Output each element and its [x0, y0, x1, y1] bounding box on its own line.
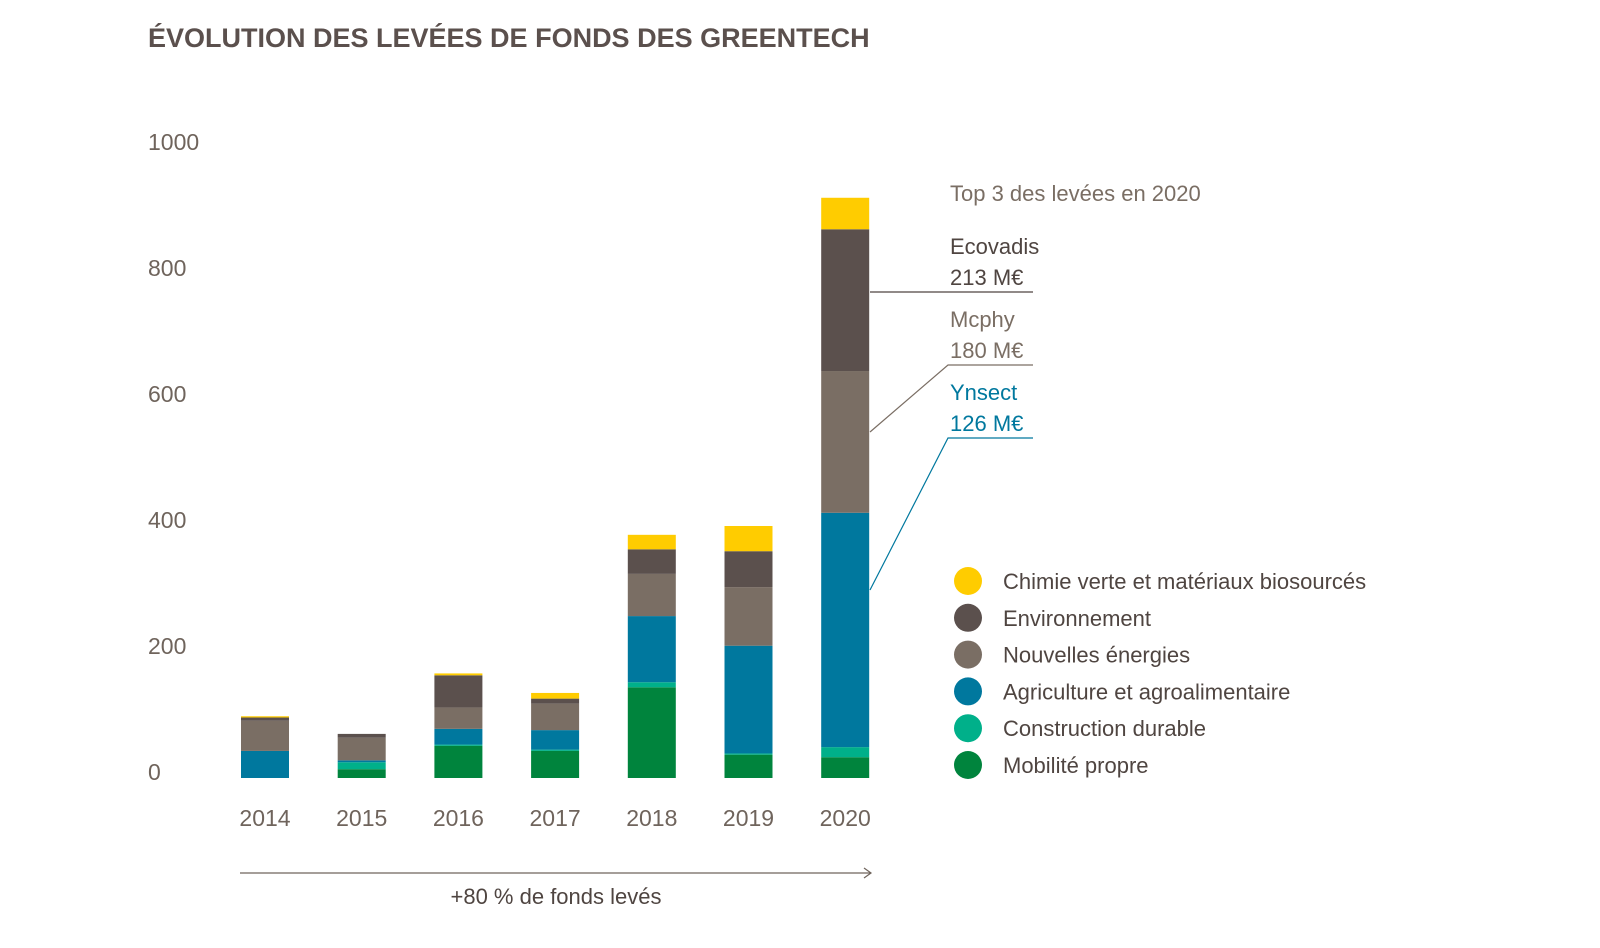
legend-label: Nouvelles énergies — [1003, 643, 1190, 668]
bar-stack-2014 — [241, 716, 289, 778]
legend-swatch — [954, 640, 982, 669]
bar-segment — [724, 645, 773, 754]
y-axis: 0 200 400 600 800 1000 — [148, 129, 199, 785]
bar-segment — [627, 687, 676, 778]
bar-segment — [627, 573, 676, 617]
bar-segment — [241, 717, 289, 721]
y-tick-label: 600 — [148, 381, 186, 407]
bar-segment — [337, 737, 386, 761]
legend-label: Environnement — [1003, 606, 1151, 631]
bar-stack-2016 — [434, 673, 483, 778]
bar-segment — [531, 749, 580, 751]
bar-segment — [434, 728, 483, 745]
bar-segment — [724, 587, 773, 646]
x-tick-label: 2015 — [336, 805, 387, 831]
bar-stack-2017 — [531, 692, 580, 778]
bar-segment — [531, 692, 580, 699]
bar-segment — [337, 769, 386, 778]
bar-segment — [434, 745, 483, 778]
x-tick-label: 2018 — [626, 805, 677, 831]
growth-arrow: +80 % de fonds levés — [240, 867, 873, 909]
top3-annotations: Top 3 des levées en 2020 Ecovadis 213 M€… — [869, 181, 1201, 591]
bar-segment — [724, 526, 773, 552]
y-tick-label: 1000 — [148, 129, 199, 155]
x-tick-label: 2017 — [530, 805, 581, 831]
x-tick-label: 2020 — [820, 805, 871, 831]
y-tick-label: 0 — [148, 759, 161, 785]
bar-segment — [434, 707, 483, 729]
bar-segment — [627, 616, 676, 683]
x-axis: 2014 2015 2016 2017 2018 2019 2020 — [239, 805, 870, 831]
legend-swatch — [954, 603, 982, 632]
annotation-ynsect-amount: 126 M€ — [950, 411, 1023, 436]
legend-swatch — [954, 567, 982, 595]
y-tick-label: 200 — [148, 633, 186, 659]
y-tick-label: 400 — [148, 507, 186, 533]
annotation-mcphy-amount: 180 M€ — [950, 338, 1023, 363]
bar-segment — [821, 747, 870, 758]
bar-segment — [241, 750, 289, 778]
bar-segment — [724, 551, 773, 588]
annotation-mcphy-name: Mcphy — [950, 307, 1015, 332]
x-tick-label: 2014 — [239, 805, 290, 831]
bar-stack-2015 — [337, 733, 386, 778]
bar-segment — [627, 549, 676, 574]
bar-segment — [821, 229, 870, 372]
bar-segment — [337, 762, 386, 770]
annotation-ecovadis-name: Ecovadis — [950, 234, 1039, 259]
legend: Chimie verte et matériaux biosourcés Envi… — [954, 567, 1366, 779]
legend-swatch — [954, 751, 982, 779]
annotation-heading: Top 3 des levées en 2020 — [950, 181, 1201, 206]
bars — [241, 197, 870, 778]
bar-segment — [821, 512, 870, 748]
bar-segment — [531, 703, 580, 731]
annotation-ynsect-leader — [869, 437, 1033, 591]
bar-segment — [434, 675, 483, 708]
bar-segment — [531, 750, 580, 778]
bar-segment — [627, 534, 676, 550]
bar-segment — [627, 682, 676, 688]
bar-segment — [434, 673, 483, 676]
annotation-ynsect-name: Ynsect — [950, 380, 1017, 405]
annotation-mcphy-leader — [869, 364, 1033, 433]
bar-stack-2019 — [724, 526, 773, 778]
legend-label: Chimie verte et matériaux biosourcés — [1003, 569, 1366, 594]
bar-segment — [821, 757, 870, 778]
y-tick-label: 800 — [148, 255, 186, 281]
bar-segment — [531, 698, 580, 704]
x-tick-label: 2019 — [723, 805, 774, 831]
chart-title: ÉVOLUTION DES LEVÉES DE FONDS DES GREENT… — [148, 22, 870, 53]
legend-swatch — [954, 677, 982, 706]
bar-segment — [821, 371, 870, 513]
bar-segment — [821, 197, 870, 230]
legend-label: Construction durable — [1003, 716, 1206, 741]
x-tick-label: 2016 — [433, 805, 484, 831]
bar-segment — [434, 744, 483, 746]
annotation-ecovadis-amount: 213 M€ — [950, 265, 1023, 290]
bar-segment — [337, 760, 386, 763]
bar-segment — [241, 720, 289, 751]
bar-segment — [724, 754, 773, 778]
legend-swatch — [954, 714, 982, 743]
legend-label: Mobilité propre — [1003, 753, 1149, 778]
arrow-head-icon — [863, 867, 873, 879]
bar-stack-2018 — [627, 534, 676, 778]
bar-segment — [241, 716, 289, 718]
bar-segment — [724, 753, 773, 755]
growth-label: +80 % de fonds levés — [451, 884, 662, 909]
bar-segment — [531, 730, 580, 750]
bar-stack-2020 — [821, 197, 870, 778]
legend-label: Agriculture et agroalimentaire — [1003, 679, 1290, 704]
bar-segment — [337, 733, 386, 738]
